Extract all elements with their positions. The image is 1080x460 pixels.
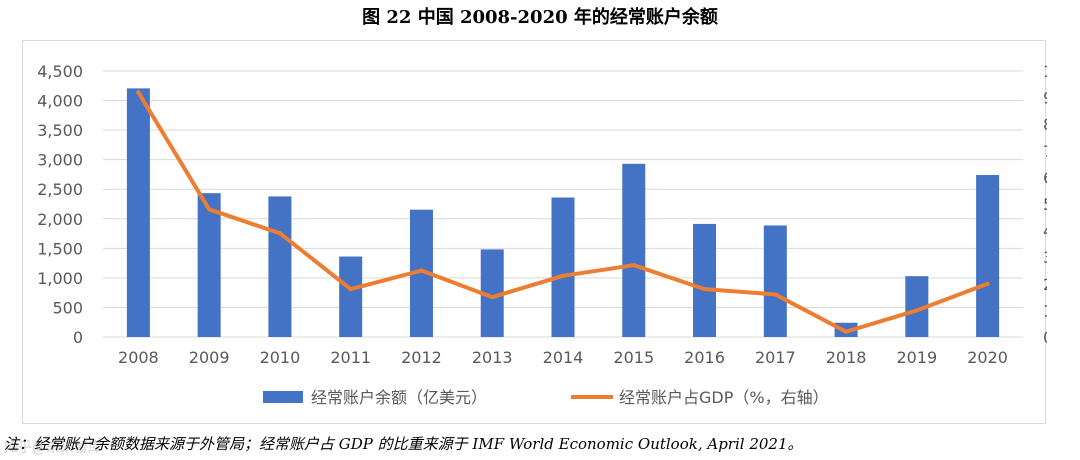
bar-2016 — [693, 223, 717, 337]
y-right-tick-label: 7 — [1043, 142, 1047, 161]
y-left-tick-label: 1,500 — [37, 239, 83, 258]
x-tick-label: 2016 — [684, 348, 725, 367]
y-right-tick-label: 0 — [1043, 328, 1047, 347]
line-point-2009 — [207, 207, 212, 212]
chart-area: 0 500 1,000 1,500 2,000 2,500 3,000 3,500 4,000 4… — [37, 62, 1047, 407]
watermark: 知乎@未来智库 — [4, 440, 102, 456]
x-tick-label: 2019 — [896, 348, 937, 367]
bar-2017 — [763, 225, 787, 337]
y-left-tick-label: 4,000 — [37, 92, 83, 111]
bar-2013 — [480, 249, 504, 337]
line-point-2013 — [490, 295, 495, 300]
bar-2011 — [339, 256, 363, 337]
line-point-2010 — [277, 231, 282, 236]
y-right-tick-label: 1 — [1043, 301, 1047, 320]
bar-2015 — [622, 163, 646, 337]
x-tick-label: 2009 — [189, 348, 230, 367]
x-tick-label: 2015 — [613, 348, 654, 367]
line-point-2012 — [419, 268, 424, 273]
bar-2019 — [905, 276, 929, 337]
line-point-2017 — [773, 292, 778, 297]
y-right-tick-label: 4 — [1043, 222, 1047, 241]
x-tick-label: 2014 — [543, 348, 584, 367]
bar-2014 — [551, 197, 575, 337]
x-tick-label: 2008 — [118, 348, 159, 367]
y-right-tick-label: 6 — [1043, 168, 1047, 187]
line-point-2011 — [348, 287, 353, 292]
bar-2012 — [409, 209, 433, 337]
y-left-tick-label: 500 — [52, 298, 83, 317]
y-left-tick-label: 2,000 — [37, 210, 83, 229]
bar-2008 — [126, 88, 150, 337]
y-left-tick-label: 0 — [73, 328, 83, 347]
line-point-2018 — [844, 329, 849, 334]
line-point-2020 — [985, 281, 990, 286]
line-point-2019 — [914, 308, 919, 313]
y-right-tick-label: 10 — [1043, 62, 1047, 81]
x-tick-label: 2010 — [260, 348, 301, 367]
y-left-tick-label: 3,500 — [37, 121, 83, 140]
line-point-2008 — [136, 90, 141, 95]
legend-line-label: 经常账户占GDP（%，右轴） — [619, 388, 829, 407]
legend-bar-label: 经常账户余额（亿美元） — [311, 388, 487, 407]
x-tick-label: 2011 — [330, 348, 371, 367]
y-left-tick-label: 4,500 — [37, 62, 83, 81]
y-right-tick-label: 5 — [1043, 195, 1047, 214]
line-point-2015 — [631, 263, 636, 268]
y-right-tick-label: 9 — [1043, 89, 1047, 108]
x-tick-label: 2012 — [401, 348, 442, 367]
x-tick-label: 2013 — [472, 348, 513, 367]
legend-bar-swatch — [263, 391, 303, 403]
y-right-tick-label: 3 — [1043, 248, 1047, 267]
y-right-tick-label: 8 — [1043, 115, 1047, 134]
line-point-2016 — [702, 287, 707, 292]
y-right-tick-label: 2 — [1043, 275, 1047, 294]
x-tick-label: 2020 — [967, 348, 1008, 367]
y-left-tick-label: 2,500 — [37, 180, 83, 199]
bar-2010 — [268, 196, 292, 337]
source-note: 注：经常账户余额数据来源于外管局；经常账户占 GDP 的比重来源于 IMF Wo… — [4, 435, 803, 453]
chart-title: 图 22 中国 2008-2020 年的经常账户余额 — [362, 7, 718, 28]
bar-2020 — [976, 175, 1000, 337]
bar-2009 — [197, 193, 221, 337]
line-point-2014 — [561, 273, 565, 278]
chart-frame: 0 500 1,000 1,500 2,000 2,500 3,000 3,500 4,000 4… — [22, 40, 1047, 424]
y-left-tick-label: 3,000 — [37, 151, 83, 170]
x-tick-label: 2018 — [826, 348, 867, 367]
y-left-tick-label: 1,000 — [37, 269, 83, 288]
x-tick-label: 2017 — [755, 348, 796, 367]
